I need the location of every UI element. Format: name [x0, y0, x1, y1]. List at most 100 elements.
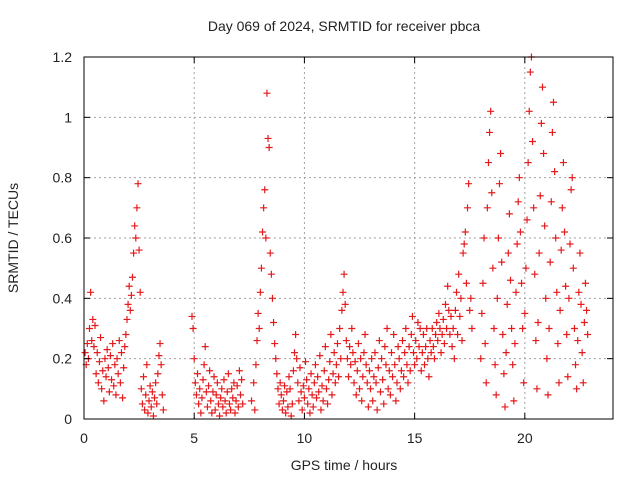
data-point	[188, 312, 196, 320]
data-point	[362, 361, 370, 369]
data-point	[583, 306, 591, 314]
data-point	[461, 228, 469, 236]
data-point	[565, 294, 573, 302]
data-point	[505, 210, 513, 218]
data-point	[143, 361, 151, 369]
data-point	[341, 300, 349, 308]
data-point	[189, 325, 197, 332]
data-point	[211, 406, 219, 414]
data-point	[414, 318, 422, 326]
data-point	[109, 340, 117, 348]
data-point	[147, 403, 155, 411]
data-point	[514, 198, 522, 206]
data-point	[538, 83, 546, 91]
data-point	[154, 370, 162, 378]
data-point	[293, 355, 301, 363]
data-point	[397, 367, 405, 375]
data-point	[192, 391, 200, 399]
data-point	[218, 385, 226, 393]
data-point	[220, 376, 228, 384]
data-point	[198, 394, 206, 402]
data-point	[500, 370, 508, 378]
data-point	[574, 337, 582, 345]
data-point	[342, 337, 350, 345]
data-point	[352, 391, 360, 399]
y-tick-label: 1	[64, 109, 72, 125]
data-point	[466, 306, 474, 314]
data-point	[97, 334, 105, 342]
data-point	[408, 312, 416, 320]
data-point	[261, 186, 269, 194]
data-point	[108, 376, 116, 384]
data-point	[543, 355, 551, 363]
data-point	[572, 361, 580, 369]
data-point	[491, 361, 499, 369]
data-point	[412, 337, 420, 345]
data-point	[284, 403, 292, 411]
data-point	[115, 337, 123, 345]
data-point	[487, 107, 495, 115]
data-point	[429, 343, 437, 351]
data-point	[530, 204, 538, 212]
data-point	[322, 385, 330, 393]
data-point	[441, 300, 449, 308]
data-point	[555, 379, 563, 387]
data-point	[343, 355, 351, 363]
data-point	[332, 361, 340, 369]
data-point	[217, 394, 225, 402]
data-point	[190, 355, 198, 363]
data-point	[522, 264, 530, 272]
data-point	[462, 279, 470, 287]
data-point	[347, 361, 355, 369]
data-point	[194, 370, 202, 378]
data-point	[276, 379, 284, 387]
data-point	[370, 373, 378, 381]
data-point	[364, 403, 372, 411]
data-point	[208, 409, 216, 417]
data-point	[130, 249, 138, 257]
data-point	[348, 325, 356, 332]
data-point	[373, 406, 381, 414]
data-point	[573, 385, 581, 393]
data-point	[98, 385, 106, 393]
data-point	[490, 325, 498, 332]
data-point	[302, 358, 310, 366]
data-point	[503, 300, 511, 308]
data-point	[329, 370, 337, 378]
data-point	[549, 98, 557, 106]
data-point	[196, 385, 204, 393]
data-point	[403, 361, 411, 369]
data-point	[396, 385, 404, 393]
data-point	[114, 370, 122, 378]
data-point	[304, 400, 312, 408]
data-point	[93, 349, 101, 357]
data-point	[136, 288, 144, 296]
data-point	[340, 270, 348, 278]
data-point	[383, 325, 391, 332]
data-point	[557, 246, 565, 254]
data-point	[427, 349, 435, 357]
data-point	[126, 306, 134, 314]
data-point	[224, 370, 232, 378]
data-point	[468, 325, 476, 332]
data-point	[511, 340, 519, 348]
y-tick-label: 0.2	[53, 351, 73, 367]
data-point	[421, 361, 429, 369]
data-point	[395, 355, 403, 363]
data-point	[380, 400, 388, 408]
data-point	[251, 406, 259, 414]
data-point	[91, 321, 99, 329]
data-point	[436, 325, 444, 332]
data-point	[328, 391, 336, 399]
data-point	[221, 397, 229, 405]
data-point	[155, 352, 163, 360]
data-point	[494, 234, 502, 242]
data-point	[201, 343, 209, 351]
data-point	[286, 385, 294, 393]
data-point	[375, 337, 383, 345]
data-point	[374, 364, 382, 372]
data-point	[316, 352, 324, 360]
data-point	[212, 391, 220, 399]
data-point	[437, 349, 445, 357]
